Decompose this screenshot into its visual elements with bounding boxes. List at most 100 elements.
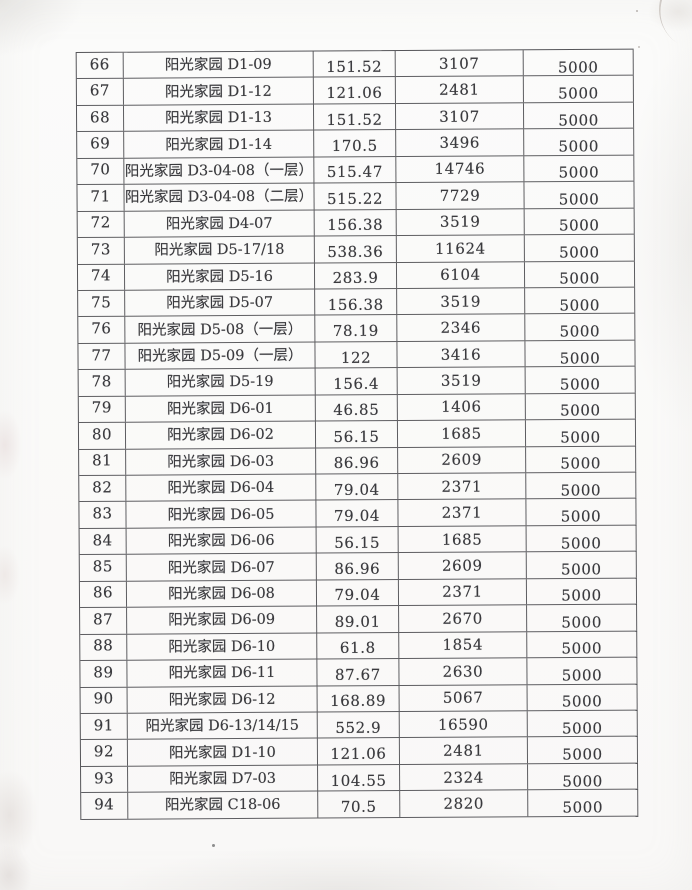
value2-cell: 1854: [399, 631, 528, 659]
value2-cell: 16590: [399, 711, 528, 738]
property-name: 阳光家园 D6-08: [168, 585, 275, 603]
property-name: 阳光家园 D6-02: [167, 427, 274, 444]
value3-cell: 5000: [525, 366, 636, 393]
value3: 5000: [560, 507, 602, 526]
value1: 552.9: [335, 718, 382, 737]
property-name: 阳光家园 D6-12: [168, 691, 276, 709]
value3-cell: 5000: [526, 499, 637, 526]
property-name-cell: 阳光家园 D6-07: [126, 553, 317, 581]
value3: 5000: [561, 639, 603, 658]
table-row: 66 阳光家园 D1-09 151.52 3107 5000: [76, 49, 634, 80]
value1: 170.5: [331, 136, 378, 155]
value2: 2346: [440, 318, 482, 337]
row-number: 79: [91, 398, 112, 417]
value1: 104.55: [330, 771, 387, 790]
value2: 2371: [441, 503, 483, 522]
property-name: 阳光家园 D5-16: [166, 268, 273, 286]
value3-cell: 5000: [527, 736, 639, 764]
value3: 5000: [560, 481, 602, 499]
table-row: 79 阳光家园 D6-01 46.85 1406 5000: [78, 393, 636, 424]
property-name-cell: 阳光家园 D1-10: [127, 738, 319, 766]
value1-cell: 121.06: [313, 77, 396, 104]
value1-cell: 552.9: [317, 711, 400, 738]
property-name-cell: 阳光家园 D5-17/18: [124, 236, 315, 264]
value2: 2820: [443, 794, 485, 813]
property-name-cell: 阳光家园 D6-08: [126, 580, 318, 607]
value1: 70.5: [340, 797, 377, 816]
scan-smudge: [0, 410, 22, 480]
value3-cell: 5000: [523, 49, 634, 76]
property-name: 阳光家园 D6-03: [167, 453, 275, 471]
value3: 5000: [559, 348, 601, 367]
row-number: 93: [93, 768, 115, 787]
table-row: 85 阳光家园 D6-07 86.96 2609 5000: [79, 551, 637, 582]
row-number: 85: [92, 557, 113, 576]
table-row: 74 阳光家园 D5-16 283.9 6104 5000: [77, 261, 636, 291]
value2: 5067: [442, 688, 484, 707]
row-number: 90: [93, 689, 114, 708]
value3: 5000: [559, 322, 601, 341]
value1-cell: 156.38: [314, 209, 397, 236]
property-name: 阳光家园 D6-07: [167, 559, 275, 576]
value1: 156.4: [333, 374, 380, 393]
property-name-cell: 阳光家园 D5-16: [124, 263, 316, 290]
value1: 121.06: [326, 83, 383, 103]
value3-cell: 5000: [526, 472, 637, 499]
value1: 89.01: [334, 612, 381, 631]
value1: 87.67: [334, 665, 381, 684]
value3: 5000: [559, 243, 600, 261]
value3-cell: 5000: [527, 710, 638, 737]
value3: 5000: [560, 560, 602, 579]
row-number: 71: [90, 187, 111, 206]
property-name-cell: 阳光家园 D1-12: [123, 77, 314, 105]
value2: 2609: [441, 450, 482, 470]
table-row: 83 阳光家园 D6-05 79.04 2371 5000: [79, 499, 637, 529]
value1: 79.04: [333, 480, 380, 499]
property-name: 阳光家园 D3-04-08（二层）: [124, 188, 314, 207]
table-row: 73 阳光家园 D5-17/18 538.36 11624 5000: [77, 234, 635, 265]
value2: 1685: [441, 530, 483, 549]
value3-cell: 5000: [523, 102, 635, 129]
value3-cell: 5000: [527, 657, 638, 684]
value2-cell: 3107: [395, 50, 524, 77]
value2: 14746: [434, 159, 486, 179]
value3-cell: 5000: [526, 525, 637, 552]
value2-cell: 2481: [399, 737, 529, 764]
value2: 3496: [439, 133, 481, 152]
value3: 5000: [561, 666, 603, 684]
value1: 168.89: [330, 691, 387, 711]
row-number-cell: 69: [77, 132, 125, 158]
value2: 2609: [441, 556, 483, 575]
property-name: 阳光家园 D7-03: [169, 770, 277, 788]
value1-cell: 56.15: [315, 421, 399, 448]
table-row: 75 阳光家园 D5-07 156.38 3519 5000: [78, 287, 636, 318]
property-name: 阳光家园 D6-06: [167, 532, 275, 550]
table-row: 78 阳光家园 D5-19 156.4 3519 5000: [78, 366, 636, 397]
value3-cell: 5000: [524, 208, 635, 235]
property-name-cell: 阳光家园 D6-09: [127, 606, 318, 634]
scan-speck: [636, 10, 638, 12]
row-number-cell: 87: [80, 607, 128, 634]
row-number: 69: [90, 134, 111, 153]
row-number: 73: [90, 240, 111, 259]
property-name-cell: 阳光家园 D1-14: [124, 130, 315, 158]
row-number-cell: 91: [80, 713, 128, 740]
value1: 538.36: [327, 242, 384, 261]
value1-cell: 89.01: [317, 606, 400, 633]
property-name-cell: 阳光家园 D6-06: [126, 527, 317, 555]
value2-cell: 3519: [397, 367, 526, 394]
value1: 122: [340, 348, 372, 367]
value3: 5000: [561, 613, 602, 631]
row-number-cell: 81: [79, 449, 127, 475]
value3: 5000: [557, 58, 599, 76]
value2: 2670: [442, 609, 483, 628]
scan-smudge: [0, 770, 38, 860]
row-number: 94: [94, 795, 115, 814]
property-name: 阳光家园 D6-09: [168, 612, 276, 629]
row-number-cell: 85: [79, 555, 127, 581]
value3: 5000: [560, 454, 602, 473]
value3-cell: 5000: [527, 631, 638, 658]
row-number-cell: 92: [80, 740, 129, 766]
value1: 151.52: [326, 110, 383, 129]
